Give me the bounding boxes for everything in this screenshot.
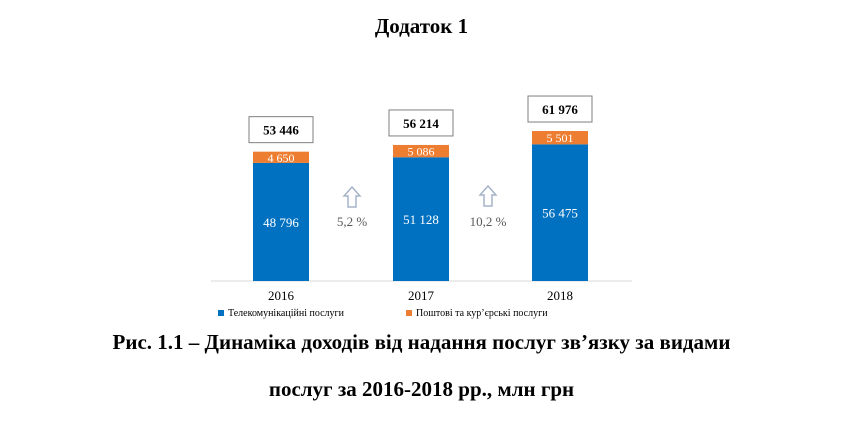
data-label-telecom-2017: 51 128 [403,212,439,227]
data-label-postal-2018: 5 501 [547,131,574,145]
legend-label-postal: Поштові та кур’єрські послуги [416,308,548,319]
legend-swatch-postal [406,310,412,316]
data-label-postal-2017: 5 086 [408,145,435,159]
bar-telecom-2018 [532,144,588,281]
data-label-telecom-2016: 48 796 [263,215,299,230]
data-label-telecom-2018: 56 475 [542,206,578,221]
total-label-2017: 56 214 [403,116,439,131]
appendix-heading: Додаток 1 [374,14,469,38]
growth-arrow-icon-2 [478,184,498,207]
total-box-2016 [248,116,314,144]
total-label-2018: 61 976 [542,102,578,117]
growth-label-2: 10,2 % [470,214,507,229]
growth-arrow-icon-1 [342,185,362,208]
total-box-2017 [388,109,454,137]
bar-postal-2017 [393,144,449,158]
x-tick-label-2018: 2018 [547,288,573,303]
bar-telecom-2016 [253,162,309,281]
data-label-postal-2016: 4 650 [268,151,295,165]
x-tick-label-2016: 2016 [268,288,295,303]
bar-postal-2018 [532,131,588,145]
total-label-2016: 53 446 [263,123,299,138]
total-box-2018 [527,95,593,123]
legend-label-telecom: Телекомунікаційні послуги [228,308,345,319]
legend-swatch-telecom [218,310,224,316]
figure-caption-line-1: Рис. 1.1 – Динаміка доходів від надання … [112,330,731,354]
figure-caption-line-2: послуг за 2016-2018 рр., млн грн [268,377,575,401]
bar-postal-2016 [253,151,309,163]
bar-telecom-2017 [393,157,449,281]
x-tick-label-2017: 2017 [408,288,435,303]
growth-label-1: 5,2 % [337,214,368,229]
